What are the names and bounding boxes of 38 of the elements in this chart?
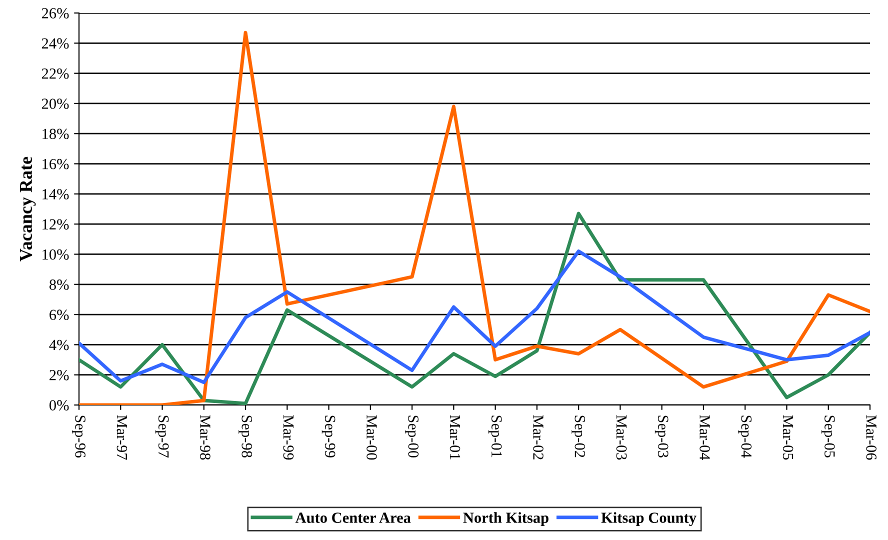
x-tick-label: Sep-05 xyxy=(821,416,835,458)
x-tick-label: Mar-98 xyxy=(200,415,210,460)
x-tick-label: Mar-06 xyxy=(866,415,876,460)
x-tick-label: Sep-02 xyxy=(572,416,586,458)
y-tick-label: 4% xyxy=(49,340,69,350)
x-tick-label: Sep-99 xyxy=(322,416,336,458)
x-tick-label: Mar-99 xyxy=(283,415,294,460)
x-tick-label: Mar-00 xyxy=(366,415,377,460)
x-tick-label: Mar-04 xyxy=(700,415,710,460)
legend-label: Auto Center Area xyxy=(295,512,411,523)
y-tick-label: 24% xyxy=(42,38,69,49)
x-tick-label: Mar-02 xyxy=(533,415,544,460)
y-tick-label: 8% xyxy=(49,280,69,290)
x-tick-label: Sep-98 xyxy=(238,416,252,458)
y-tick-label: 14% xyxy=(42,189,69,200)
y-tick-label: 26% xyxy=(42,8,69,18)
x-tick-label: Mar-97 xyxy=(116,415,128,460)
y-tick-label: 20% xyxy=(42,98,69,109)
y-tick-label: 10% xyxy=(42,249,69,260)
x-tick-label: Mar-01 xyxy=(450,415,460,460)
y-tick-label: 22% xyxy=(42,68,69,79)
y-tick-label: 18% xyxy=(42,128,69,140)
legend-label: Kitsap County xyxy=(601,512,696,526)
x-tick-label: Sep-01 xyxy=(488,416,502,458)
y-tick-label: 16% xyxy=(42,158,69,170)
y-axis-title: Vacancy Rate xyxy=(20,156,36,262)
y-tick-label: 12% xyxy=(42,219,69,230)
x-tick-label: Mar-05 xyxy=(782,415,794,460)
legend-label: North Kitsap xyxy=(463,512,548,526)
x-tick-label: Sep-96 xyxy=(72,416,86,458)
x-tick-label: Sep-04 xyxy=(738,416,752,458)
x-tick-label: Mar-03 xyxy=(616,415,627,460)
x-tick-label: Sep-00 xyxy=(405,416,419,458)
x-tick-label: Sep-03 xyxy=(654,416,668,458)
x-tick-label: Sep-97 xyxy=(155,416,169,458)
y-tick-label: 6% xyxy=(50,310,69,320)
y-tick-label: 0% xyxy=(49,400,69,410)
y-tick-label: 2% xyxy=(50,370,69,380)
